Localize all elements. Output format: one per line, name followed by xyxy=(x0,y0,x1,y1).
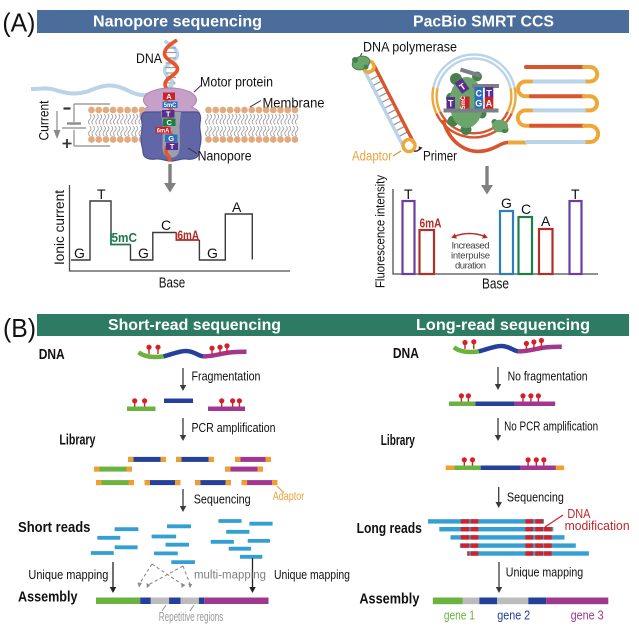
svg-text:Fluorescence intensity: Fluorescence intensity xyxy=(374,174,388,288)
svg-text:gene 1: gene 1 xyxy=(444,609,475,623)
svg-text:Base: Base xyxy=(159,276,186,292)
svg-text:6mA: 6mA xyxy=(157,129,170,135)
svg-text:T: T xyxy=(448,99,454,109)
svg-text:A: A xyxy=(232,199,242,215)
svg-text:Long-read sequencing: Long-read sequencing xyxy=(416,317,590,334)
svg-text:PacBio SMRT CCS: PacBio SMRT CCS xyxy=(413,14,554,31)
svg-text:Unique mapping: Unique mapping xyxy=(274,568,350,582)
svg-text:Nanopore sequencing: Nanopore sequencing xyxy=(93,14,262,31)
svg-text:A: A xyxy=(166,92,172,101)
svg-text:G: G xyxy=(207,245,218,261)
svg-text:gene 2: gene 2 xyxy=(497,609,530,623)
svg-text:duration: duration xyxy=(455,260,486,271)
svg-text:Nanopore: Nanopore xyxy=(198,149,252,164)
svg-text:Repetitive regions: Repetitive regions xyxy=(159,610,224,624)
svg-text:Fragmentation: Fragmentation xyxy=(192,370,261,384)
svg-text:Library: Library xyxy=(381,432,415,449)
svg-text:Increased: Increased xyxy=(452,241,490,252)
svg-text:5mC: 5mC xyxy=(164,103,177,109)
svg-text:5mC: 5mC xyxy=(112,230,138,245)
svg-text:Short reads: Short reads xyxy=(18,519,90,536)
svg-text:gene 3: gene 3 xyxy=(571,609,604,623)
svg-text:Library: Library xyxy=(59,432,95,449)
svg-text:C: C xyxy=(166,118,172,127)
svg-text:No fragmentation: No fragmentation xyxy=(508,370,588,384)
svg-text:G: G xyxy=(74,245,85,261)
svg-text:(B): (B) xyxy=(3,315,36,343)
svg-text:Current: Current xyxy=(37,100,52,140)
svg-text:Ionic current: Ionic current xyxy=(52,190,67,265)
svg-text:G: G xyxy=(501,195,512,211)
svg-text:T: T xyxy=(166,110,171,119)
svg-text:Assembly: Assembly xyxy=(18,589,78,606)
svg-text:Motor protein: Motor protein xyxy=(200,75,273,90)
svg-text:DNA: DNA xyxy=(136,50,163,66)
svg-text:DNA: DNA xyxy=(393,345,419,362)
svg-text:DNA polymerase: DNA polymerase xyxy=(363,40,457,55)
svg-text:modification: modification xyxy=(565,519,630,533)
svg-text:Unique mapping: Unique mapping xyxy=(506,566,583,580)
svg-text:DNA: DNA xyxy=(39,346,65,363)
svg-text:Adaptor: Adaptor xyxy=(352,149,392,164)
svg-text:T: T xyxy=(571,186,580,202)
svg-text:Sequencing: Sequencing xyxy=(507,491,564,505)
svg-text:(A): (A) xyxy=(2,8,35,38)
svg-text:T: T xyxy=(97,186,106,202)
svg-text:No PCR amplification: No PCR amplification xyxy=(504,420,598,434)
svg-text:5mC: 5mC xyxy=(461,95,467,109)
svg-text:Adaptor: Adaptor xyxy=(273,491,305,503)
svg-text:G: G xyxy=(168,134,174,143)
svg-text:A: A xyxy=(486,99,493,109)
svg-text:T: T xyxy=(404,186,413,202)
svg-text:Sequencing: Sequencing xyxy=(194,493,251,507)
svg-text:A: A xyxy=(541,213,551,229)
svg-text:PCR amplification: PCR amplification xyxy=(192,421,276,435)
svg-text:C: C xyxy=(476,89,483,99)
svg-text:DNA: DNA xyxy=(567,507,591,521)
svg-text:Assembly: Assembly xyxy=(359,591,420,608)
svg-text:T: T xyxy=(170,142,175,151)
svg-text:Primer: Primer xyxy=(423,149,457,164)
svg-text:Long reads: Long reads xyxy=(357,520,422,537)
svg-text:C: C xyxy=(161,217,171,233)
svg-text:6mA: 6mA xyxy=(420,216,442,231)
svg-text:T: T xyxy=(457,81,468,93)
svg-text:Base: Base xyxy=(482,277,509,293)
svg-text:Unique mapping: Unique mapping xyxy=(28,568,108,582)
svg-text:C: C xyxy=(521,201,531,217)
svg-text:G: G xyxy=(138,245,149,261)
svg-text:G: G xyxy=(475,99,482,109)
svg-text:6mA: 6mA xyxy=(178,228,200,243)
svg-text:Membrane: Membrane xyxy=(263,96,325,111)
svg-text:T: T xyxy=(486,89,492,99)
svg-text:multi-mapping: multi-mapping xyxy=(194,570,266,582)
svg-text:Short-read sequencing: Short-read sequencing xyxy=(108,317,281,334)
svg-text:interpulse: interpulse xyxy=(451,251,490,262)
